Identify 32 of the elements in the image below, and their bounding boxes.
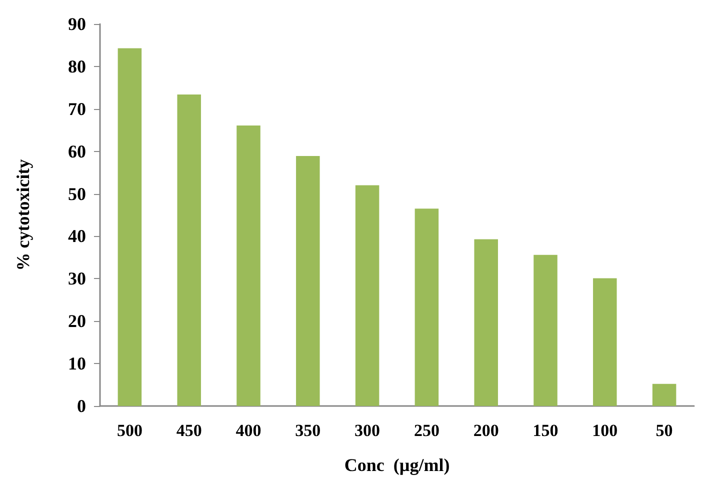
bar: [296, 156, 320, 406]
bar: [177, 94, 201, 406]
y-axis-title: % cytotoxicity: [13, 159, 33, 271]
bar: [474, 239, 498, 406]
y-tick-label: 30: [68, 268, 86, 289]
bar: [414, 208, 439, 406]
y-tick-label: 70: [68, 98, 86, 119]
bar: [652, 384, 676, 406]
bar: [593, 278, 617, 406]
x-tick-label: 400: [236, 421, 262, 440]
y-tick-label: 90: [68, 14, 86, 34]
y-tick-label: 80: [68, 56, 86, 76]
bar: [534, 254, 558, 406]
bar: [355, 185, 380, 406]
y-tick-label: 40: [68, 226, 86, 246]
bar: [236, 125, 260, 406]
x-tick-label: 450: [176, 421, 202, 440]
x-tick-label: 200: [473, 421, 499, 440]
x-tick-label: 50: [656, 421, 673, 440]
y-tick-label: 60: [68, 141, 86, 162]
x-axis-title: Conc (µg/ml): [344, 455, 450, 475]
x-tick-label: 300: [354, 421, 380, 440]
y-tick-label: 50: [68, 184, 86, 204]
x-tick-label: 100: [592, 421, 618, 440]
bar: [118, 48, 142, 406]
x-tick-label: 150: [532, 421, 558, 440]
y-tick-label: 0: [77, 396, 86, 416]
x-tick-label: 250: [414, 421, 440, 440]
x-tick-label: 350: [295, 421, 321, 440]
y-tick-label: 10: [68, 354, 86, 374]
x-tick-label: 500: [116, 421, 142, 440]
y-tick-label: 20: [68, 311, 86, 332]
